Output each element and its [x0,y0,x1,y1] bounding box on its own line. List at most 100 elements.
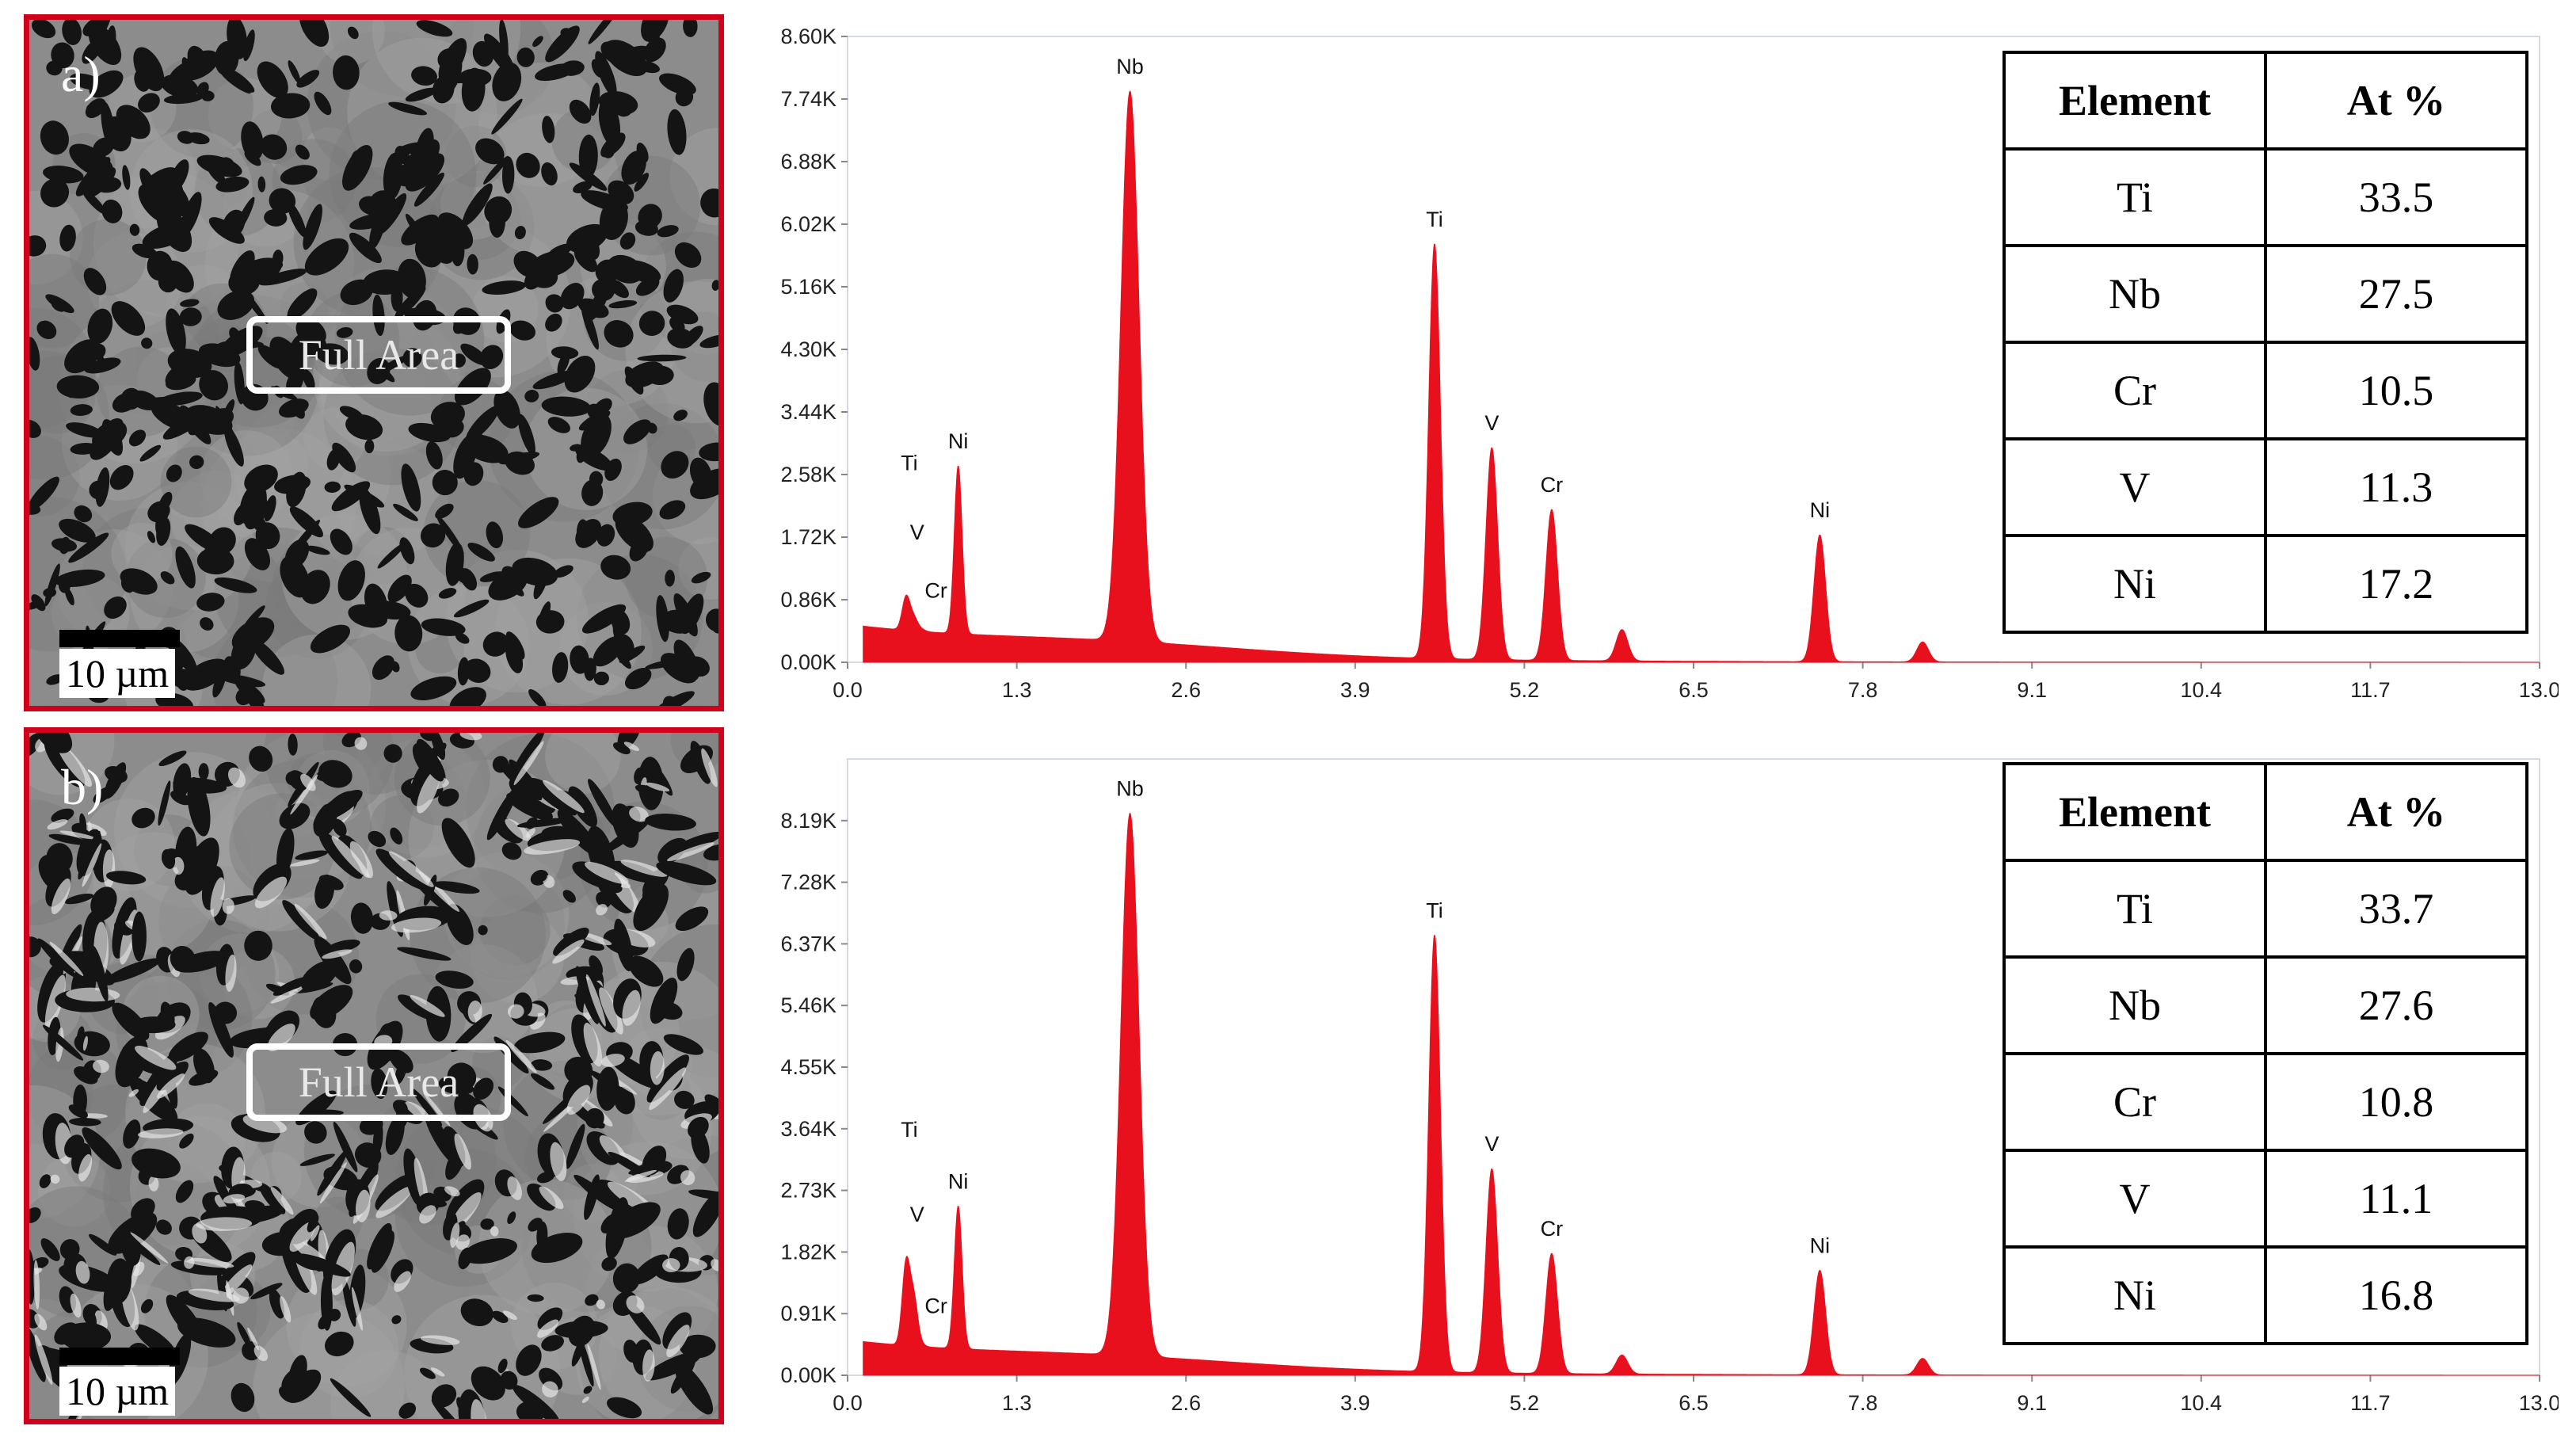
sem-grain [330,20,474,97]
sem-pore [66,422,103,438]
sem-pore [541,1335,564,1352]
peak-label: Ni [948,1169,969,1193]
sem-pore [82,189,106,215]
sem-highlight [310,1225,320,1241]
sem-pore [634,767,644,784]
sem-pore [593,398,612,416]
sem-pore [387,574,412,603]
sem-pore [272,976,310,996]
sem-pore [513,1031,566,1054]
sem-pore [198,343,241,368]
cell-element: Cr [2002,1052,2267,1152]
sem-pore [588,779,618,828]
sem-pore [106,1258,132,1304]
sem-pore [530,1073,555,1090]
x-tick-label: 13.0 [2519,678,2559,702]
sem-pore [223,67,255,93]
sem-pore [576,519,589,546]
peak-label: V [910,1203,924,1226]
sem-pore [445,903,474,946]
sem-pore [45,294,74,314]
sem-pore [416,20,453,37]
sem-pore [295,318,326,346]
table-row: V 11.1 [2002,1149,2528,1249]
scalebar-bar-a [59,630,180,647]
sem-pore [401,463,421,512]
sem-highlight [34,1313,48,1331]
sem-highlight [148,1176,159,1191]
sem-pore [70,404,93,416]
sem-pore [29,733,42,757]
x-tick-label: 11.7 [2350,678,2391,702]
sem-pore [257,176,266,193]
sem-pore [617,560,629,574]
cell-value: 16.8 [2264,1245,2528,1345]
sem-pore [421,218,455,264]
sem-pore [303,1109,344,1116]
y-tick-label: 7.28K [780,871,836,894]
header-element: Element [2002,51,2267,151]
x-tick-label: 13.0 [2519,1391,2559,1415]
sem-pore [530,778,577,816]
sem-highlight [322,949,352,959]
sem-highlight [270,1187,294,1215]
table-row: Nb 27.6 [2002,955,2528,1055]
sem-grain [160,446,232,518]
peak-label: Ni [1810,1233,1831,1257]
sem-pore [95,467,110,507]
sem-pore [333,55,360,90]
sem-pore [585,1294,599,1306]
sem-pore [158,750,187,767]
sem-pore [141,396,191,406]
x-tick-label: 9.1 [2017,678,2047,702]
sem-pore [40,178,70,208]
sem-pore [179,1133,194,1149]
y-tick-label: 3.44K [780,400,836,424]
sem-highlight [419,1205,436,1224]
sem-pore [258,269,307,286]
sem-highlight [196,1217,253,1231]
sem-pore [537,1307,563,1330]
sem-pore [196,154,242,177]
sem-pore [516,152,540,178]
sem-highlight [57,742,93,787]
sem-pore [131,1148,181,1179]
sem-pore [375,848,427,890]
sem-pore [679,1334,716,1359]
x-tick-label: 11.7 [2350,1391,2391,1415]
sem-pore [372,1122,383,1156]
cell-value: 33.7 [2264,859,2528,959]
sem-pore [87,308,113,345]
sem-pore [201,90,215,101]
sem-highlight [623,742,640,751]
sem-pore [291,401,305,419]
sem-pore [399,537,415,565]
sem-pore [70,443,99,455]
sem-pore [279,803,311,829]
sem-pore [562,890,576,903]
sem-pore [326,939,360,953]
sem-pore [632,1254,669,1285]
peak-label: Cr [1541,473,1564,497]
sem-pore [165,373,196,391]
sem-pore [545,313,562,332]
sem-pore [337,560,365,601]
sem-pore [73,1084,87,1118]
y-tick-label: 0.91K [780,1302,836,1325]
sem-pore [29,1249,36,1305]
sem-pore [151,401,194,431]
sem-pore [578,134,598,178]
sem-pore [628,955,664,987]
sem-pore [638,311,665,336]
sem-pore [295,850,328,860]
sem-grain [415,624,465,674]
sem-grain [451,866,565,981]
sem-pore [156,1061,189,1091]
cell-element: Ti [2002,147,2267,247]
sem-pore [636,143,649,163]
sem-pore [511,733,545,778]
sem-pore [601,1256,617,1272]
sem-pore [324,1331,354,1357]
peak-label: Ni [1810,498,1831,522]
sem-pore [131,911,147,962]
